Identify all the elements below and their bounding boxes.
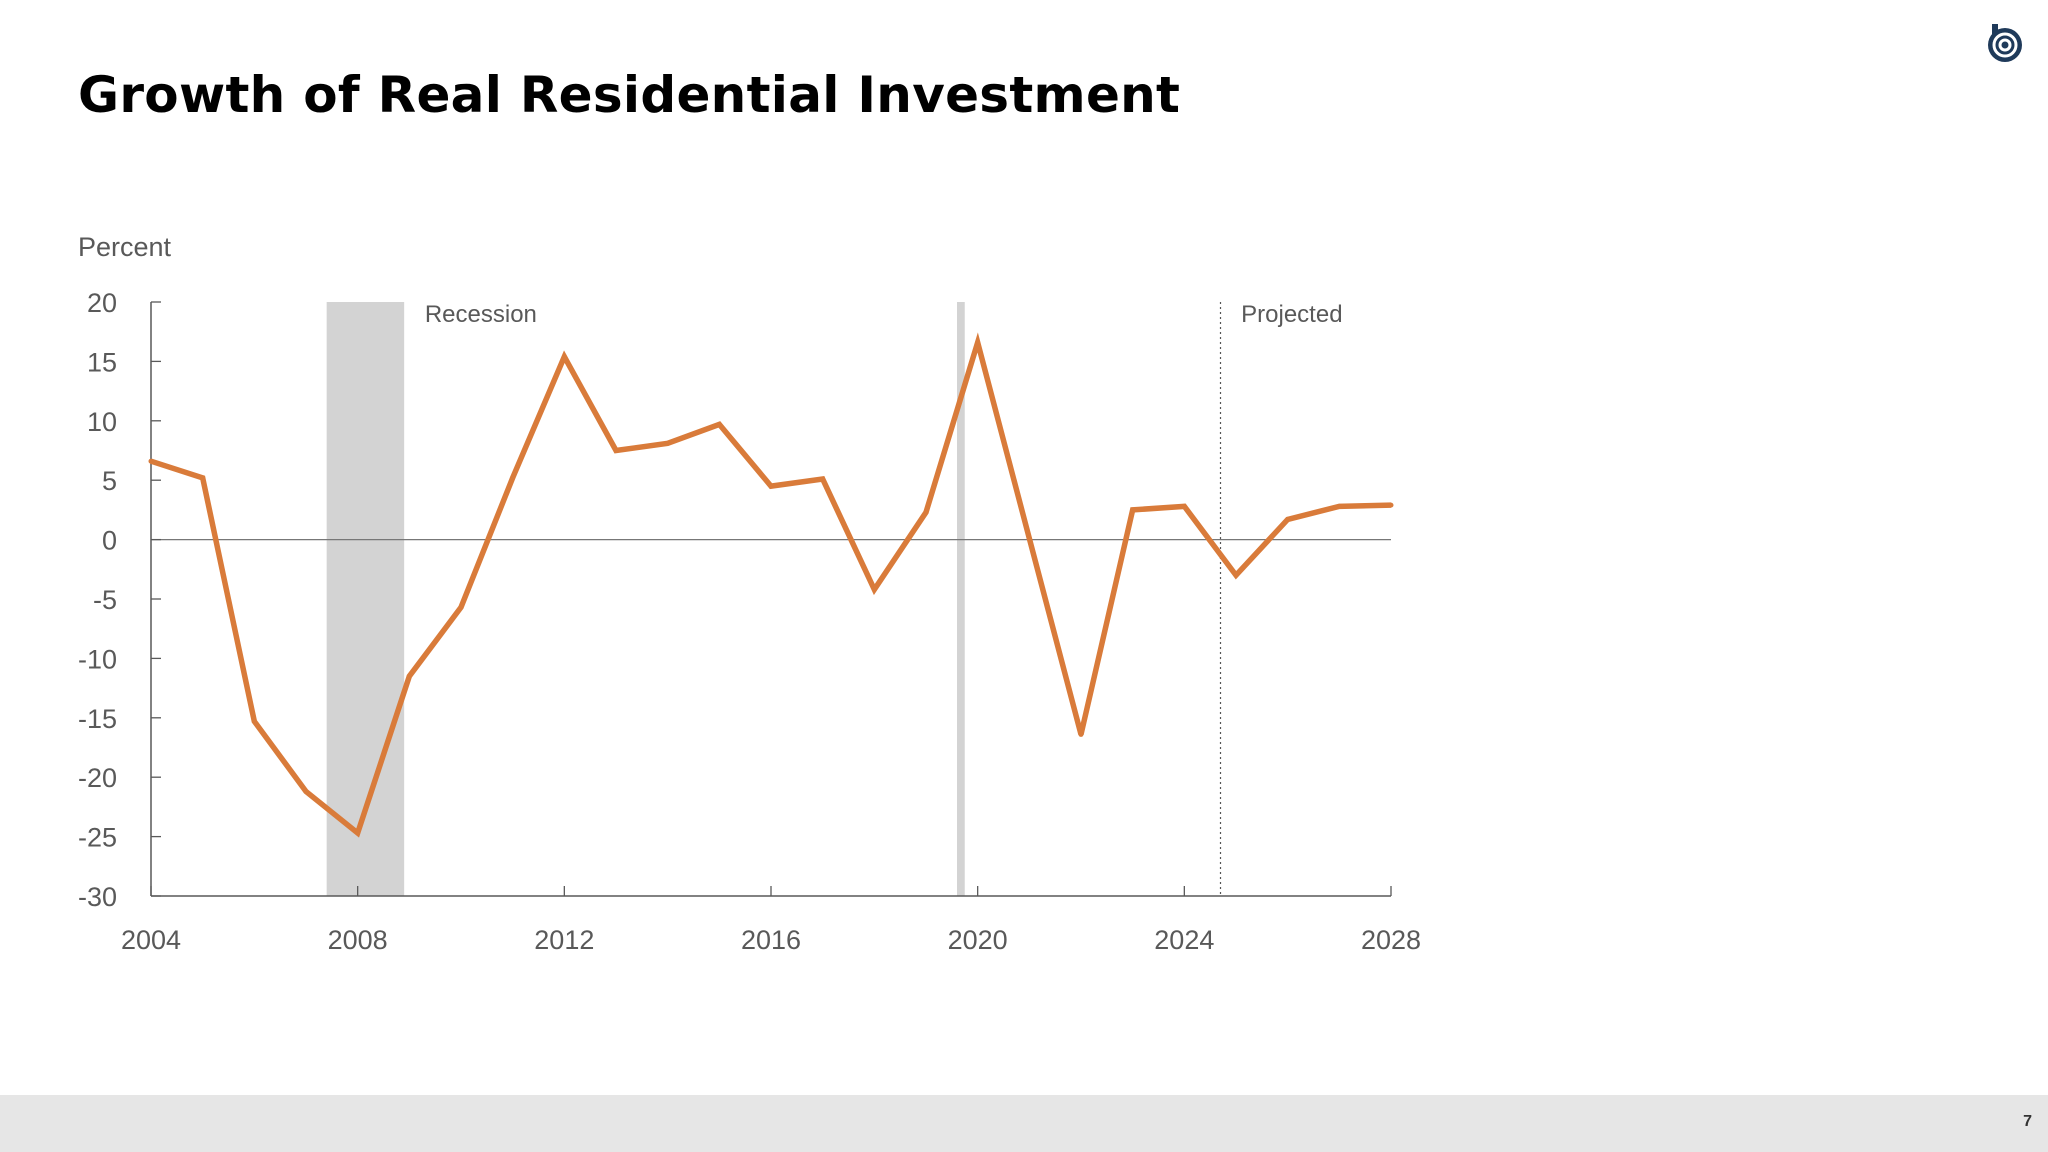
data-point-2004 (148, 458, 154, 464)
x-tick-label: 2024 (1154, 925, 1214, 955)
data-point-2025 (1233, 572, 1239, 578)
y-tick-label: 15 (87, 347, 117, 377)
x-tick-label: 2004 (121, 925, 181, 955)
data-point-2021 (1026, 535, 1032, 541)
x-tick-label: 2008 (328, 925, 388, 955)
x-tick-label: 2016 (741, 925, 801, 955)
y-tick-label: 0 (102, 526, 117, 556)
data-point-2011 (510, 475, 516, 481)
data-point-2020 (975, 339, 981, 345)
y-tick-label: 10 (87, 407, 117, 437)
data-point-2027 (1336, 503, 1342, 509)
annotation-projected: Projected (1241, 301, 1342, 328)
y-tick-label: -30 (78, 882, 117, 912)
recession-band-0 (326, 302, 405, 896)
data-point-2024 (1181, 503, 1187, 509)
data-point-2015 (716, 421, 722, 427)
recession-band-1 (957, 302, 965, 896)
data-point-2008 (355, 830, 361, 836)
page-number: 7 (2023, 1113, 2032, 1130)
slide-title: Growth of Real Residential Investment (78, 66, 1181, 124)
data-point-2019 (923, 509, 929, 515)
data-point-2009 (406, 673, 412, 679)
x-tick-label: 2012 (534, 925, 594, 955)
y-axis-label: Percent (78, 232, 172, 262)
data-point-2028 (1388, 502, 1394, 508)
data-point-2026 (1285, 516, 1291, 522)
data-point-2010 (458, 604, 464, 610)
y-tick-label: -5 (93, 585, 117, 615)
data-point-2022 (1078, 731, 1084, 737)
y-tick-label: -25 (78, 823, 117, 853)
annotation-recession: Recession (425, 301, 537, 328)
data-point-2016 (768, 483, 774, 489)
y-tick-label: -20 (78, 763, 117, 793)
x-tick-label: 2028 (1361, 925, 1421, 955)
y-tick-label: 5 (102, 466, 117, 496)
y-tick-label: 20 (87, 288, 117, 318)
data-point-2017 (820, 476, 826, 482)
x-tick-label: 2020 (948, 925, 1008, 955)
y-tick-label: -10 (78, 644, 117, 674)
data-point-2013 (613, 448, 619, 453)
circular-b-logo-icon (1988, 24, 2022, 62)
data-point-2012 (561, 354, 567, 360)
data-point-2006 (251, 718, 257, 724)
y-tick-label: -15 (78, 704, 117, 734)
data-point-2018 (871, 586, 877, 592)
data-point-2007 (303, 788, 309, 794)
data-point-2023 (1130, 507, 1136, 513)
footer-bar: 7 (0, 1095, 2048, 1152)
data-point-2014 (665, 440, 671, 446)
data-point-2005 (200, 475, 206, 481)
